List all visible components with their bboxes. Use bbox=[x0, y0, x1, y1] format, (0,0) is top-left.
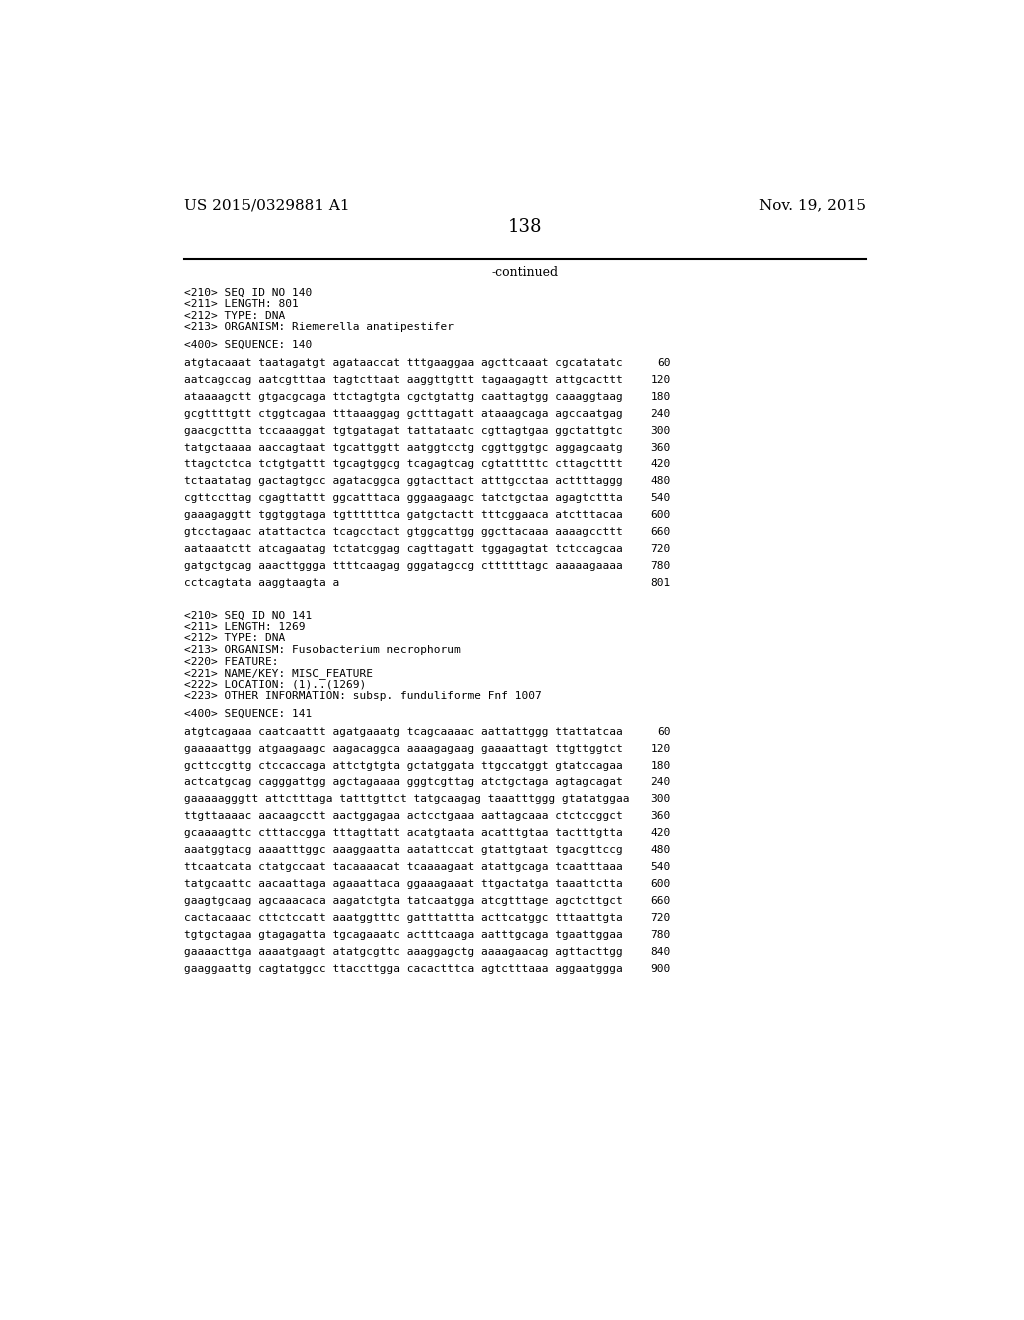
Text: <400> SEQUENCE: 140: <400> SEQUENCE: 140 bbox=[183, 341, 312, 350]
Text: 660: 660 bbox=[650, 896, 671, 906]
Text: <210> SEQ ID NO 140: <210> SEQ ID NO 140 bbox=[183, 288, 312, 298]
Text: 180: 180 bbox=[650, 760, 671, 771]
Text: gcgttttgtt ctggtcagaa tttaaaggag gctttagatt ataaagcaga agccaatgag: gcgttttgtt ctggtcagaa tttaaaggag gctttag… bbox=[183, 409, 623, 418]
Text: <220> FEATURE:: <220> FEATURE: bbox=[183, 656, 279, 667]
Text: 240: 240 bbox=[650, 409, 671, 418]
Text: 540: 540 bbox=[650, 862, 671, 873]
Text: 600: 600 bbox=[650, 879, 671, 890]
Text: 420: 420 bbox=[650, 459, 671, 470]
Text: <212> TYPE: DNA: <212> TYPE: DNA bbox=[183, 312, 285, 321]
Text: <222> LOCATION: (1)..(1269): <222> LOCATION: (1)..(1269) bbox=[183, 680, 366, 689]
Text: <213> ORGANISM: Riemerella anatipestifer: <213> ORGANISM: Riemerella anatipestifer bbox=[183, 322, 454, 333]
Text: Nov. 19, 2015: Nov. 19, 2015 bbox=[759, 198, 866, 213]
Text: 420: 420 bbox=[650, 829, 671, 838]
Text: cactacaaac cttctccatt aaatggtttc gatttattta acttcatggc tttaattgta: cactacaaac cttctccatt aaatggtttc gatttat… bbox=[183, 913, 623, 923]
Text: tgtgctagaa gtagagatta tgcagaaatc actttcaaga aatttgcaga tgaattggaa: tgtgctagaa gtagagatta tgcagaaatc actttca… bbox=[183, 929, 623, 940]
Text: gtcctagaac atattactca tcagcctact gtggcattgg ggcttacaaa aaaagccttt: gtcctagaac atattactca tcagcctact gtggcat… bbox=[183, 527, 623, 537]
Text: atgtcagaaa caatcaattt agatgaaatg tcagcaaaac aattattggg ttattatcaa: atgtcagaaa caatcaattt agatgaaatg tcagcaa… bbox=[183, 726, 623, 737]
Text: ataaaagctt gtgacgcaga ttctagtgta cgctgtattg caattagtgg caaaggtaag: ataaaagctt gtgacgcaga ttctagtgta cgctgta… bbox=[183, 392, 623, 401]
Text: gcaaaagttc ctttaccgga tttagttatt acatgtaata acatttgtaa tactttgtta: gcaaaagttc ctttaccgga tttagttatt acatgta… bbox=[183, 829, 623, 838]
Text: gaaaaattgg atgaagaagc aagacaggca aaaagagaag gaaaattagt ttgttggtct: gaaaaattgg atgaagaagc aagacaggca aaaagag… bbox=[183, 743, 623, 754]
Text: <221> NAME/KEY: MISC_FEATURE: <221> NAME/KEY: MISC_FEATURE bbox=[183, 668, 373, 678]
Text: <212> TYPE: DNA: <212> TYPE: DNA bbox=[183, 634, 285, 643]
Text: 780: 780 bbox=[650, 561, 671, 572]
Text: 660: 660 bbox=[650, 527, 671, 537]
Text: 720: 720 bbox=[650, 544, 671, 554]
Text: <211> LENGTH: 801: <211> LENGTH: 801 bbox=[183, 300, 299, 309]
Text: <210> SEQ ID NO 141: <210> SEQ ID NO 141 bbox=[183, 610, 312, 620]
Text: 540: 540 bbox=[650, 494, 671, 503]
Text: <223> OTHER INFORMATION: subsp. funduliforme Fnf 1007: <223> OTHER INFORMATION: subsp. fundulif… bbox=[183, 692, 542, 701]
Text: 300: 300 bbox=[650, 795, 671, 804]
Text: ttgttaaaac aacaagcctt aactggagaa actcctgaaa aattagcaaa ctctccggct: ttgttaaaac aacaagcctt aactggagaa actcctg… bbox=[183, 812, 623, 821]
Text: 120: 120 bbox=[650, 743, 671, 754]
Text: <400> SEQUENCE: 141: <400> SEQUENCE: 141 bbox=[183, 709, 312, 719]
Text: gcttccgttg ctccaccaga attctgtgta gctatggata ttgccatggt gtatccagaa: gcttccgttg ctccaccaga attctgtgta gctatgg… bbox=[183, 760, 623, 771]
Text: cgttccttag cgagttattt ggcatttaca gggaagaagc tatctgctaa agagtcttta: cgttccttag cgagttattt ggcatttaca gggaaga… bbox=[183, 494, 623, 503]
Text: 138: 138 bbox=[508, 218, 542, 236]
Text: 480: 480 bbox=[650, 845, 671, 855]
Text: tctaatatag gactagtgcc agatacggca ggtacttact atttgcctaa acttttaggg: tctaatatag gactagtgcc agatacggca ggtactt… bbox=[183, 477, 623, 486]
Text: 300: 300 bbox=[650, 425, 671, 436]
Text: actcatgcag cagggattgg agctagaaaa gggtcgttag atctgctaga agtagcagat: actcatgcag cagggattgg agctagaaaa gggtcgt… bbox=[183, 777, 623, 788]
Text: US 2015/0329881 A1: US 2015/0329881 A1 bbox=[183, 198, 349, 213]
Text: gaaagaggtt tggtggtaga tgttttttca gatgctactt tttcggaaca atctttacaa: gaaagaggtt tggtggtaga tgttttttca gatgcta… bbox=[183, 511, 623, 520]
Text: cctcagtata aaggtaagta a: cctcagtata aaggtaagta a bbox=[183, 578, 339, 587]
Text: 360: 360 bbox=[650, 442, 671, 453]
Text: atgtacaaat taatagatgt agataaccat tttgaaggaa agcttcaaat cgcatatatc: atgtacaaat taatagatgt agataaccat tttgaag… bbox=[183, 358, 623, 368]
Text: 900: 900 bbox=[650, 964, 671, 974]
Text: 840: 840 bbox=[650, 946, 671, 957]
Text: aatcagccag aatcgtttaa tagtcttaat aaggttgttt tagaagagtt attgcacttt: aatcagccag aatcgtttaa tagtcttaat aaggttg… bbox=[183, 375, 623, 384]
Text: gaagtgcaag agcaaacaca aagatctgta tatcaatgga atcgtttage agctcttgct: gaagtgcaag agcaaacaca aagatctgta tatcaat… bbox=[183, 896, 623, 906]
Text: tatgctaaaa aaccagtaat tgcattggtt aatggtcctg cggttggtgc aggagcaatg: tatgctaaaa aaccagtaat tgcattggtt aatggtc… bbox=[183, 442, 623, 453]
Text: 60: 60 bbox=[657, 726, 671, 737]
Text: -continued: -continued bbox=[492, 267, 558, 280]
Text: aaatggtacg aaaatttggc aaaggaatta aatattccat gtattgtaat tgacgttccg: aaatggtacg aaaatttggc aaaggaatta aatattc… bbox=[183, 845, 623, 855]
Text: gaaaacttga aaaatgaagt atatgcgttc aaaggagctg aaaagaacag agttacttgg: gaaaacttga aaaatgaagt atatgcgttc aaaggag… bbox=[183, 946, 623, 957]
Text: gaacgcttta tccaaaggat tgtgatagat tattataatc cgttagtgaa ggctattgtc: gaacgcttta tccaaaggat tgtgatagat tattata… bbox=[183, 425, 623, 436]
Text: 720: 720 bbox=[650, 913, 671, 923]
Text: 360: 360 bbox=[650, 812, 671, 821]
Text: gatgctgcag aaacttggga ttttcaagag gggatagccg cttttttagc aaaaagaaaa: gatgctgcag aaacttggga ttttcaagag gggatag… bbox=[183, 561, 623, 572]
Text: tatgcaattc aacaattaga agaaattaca ggaaagaaat ttgactatga taaattctta: tatgcaattc aacaattaga agaaattaca ggaaaga… bbox=[183, 879, 623, 890]
Text: 780: 780 bbox=[650, 929, 671, 940]
Text: ttagctctca tctgtgattt tgcagtggcg tcagagtcag cgtatttttc cttagctttt: ttagctctca tctgtgattt tgcagtggcg tcagagt… bbox=[183, 459, 623, 470]
Text: 120: 120 bbox=[650, 375, 671, 384]
Text: ttcaatcata ctatgccaat tacaaaacat tcaaaagaat atattgcaga tcaatttaaa: ttcaatcata ctatgccaat tacaaaacat tcaaaag… bbox=[183, 862, 623, 873]
Text: 480: 480 bbox=[650, 477, 671, 486]
Text: gaaggaattg cagtatggcc ttaccttgga cacactttca agtctttaaa aggaatggga: gaaggaattg cagtatggcc ttaccttgga cacactt… bbox=[183, 964, 623, 974]
Text: <213> ORGANISM: Fusobacterium necrophorum: <213> ORGANISM: Fusobacterium necrophoru… bbox=[183, 645, 461, 655]
Text: 180: 180 bbox=[650, 392, 671, 401]
Text: 240: 240 bbox=[650, 777, 671, 788]
Text: 600: 600 bbox=[650, 511, 671, 520]
Text: gaaaaagggtt attctttaga tatttgttct tatgcaagag taaatttggg gtatatggaa: gaaaaagggtt attctttaga tatttgttct tatgca… bbox=[183, 795, 630, 804]
Text: <211> LENGTH: 1269: <211> LENGTH: 1269 bbox=[183, 622, 305, 632]
Text: 801: 801 bbox=[650, 578, 671, 587]
Text: aataaatctt atcagaatag tctatcggag cagttagatt tggagagtat tctccagcaa: aataaatctt atcagaatag tctatcggag cagttag… bbox=[183, 544, 623, 554]
Text: 60: 60 bbox=[657, 358, 671, 368]
